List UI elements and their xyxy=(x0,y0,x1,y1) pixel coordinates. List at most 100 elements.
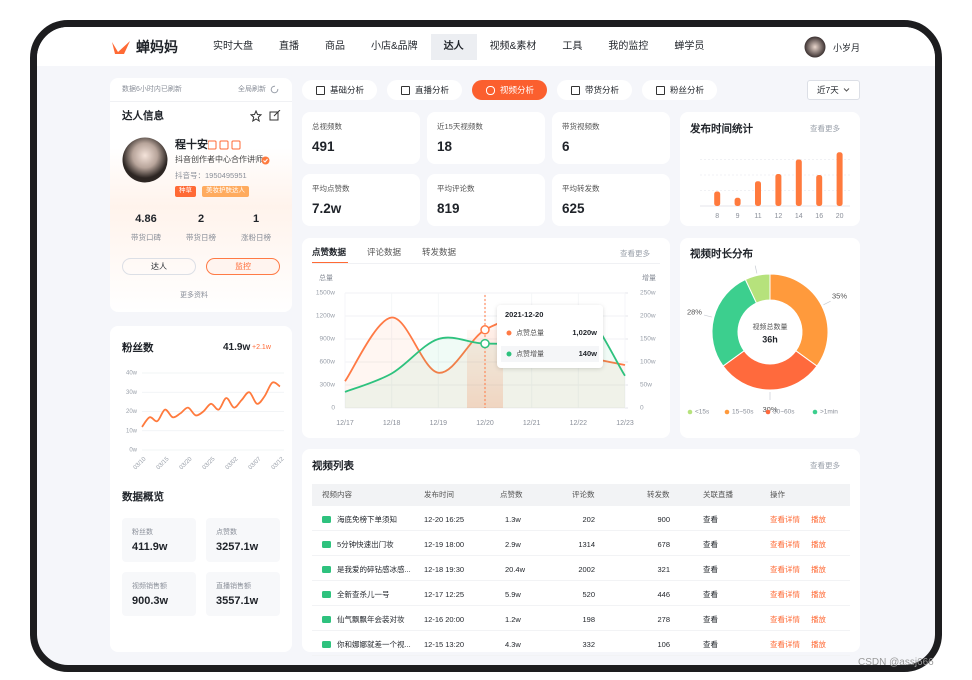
hover-point xyxy=(480,338,490,349)
cell-live[interactable]: 查看 xyxy=(703,565,718,574)
cell-title[interactable]: 仙气飘飘年会装对妆 xyxy=(337,615,405,624)
x-tick-label: 20 xyxy=(836,213,844,220)
profile-title: 达人信息 xyxy=(122,110,164,122)
x-tick-label: 8 xyxy=(715,213,719,220)
nav-item[interactable]: 视频&素材 xyxy=(489,41,537,52)
cell-likes: 20.4w xyxy=(505,565,526,574)
cell-live[interactable]: 查看 xyxy=(703,515,718,524)
action-play[interactable]: 播放 xyxy=(811,640,826,649)
nav-item[interactable]: 达人 xyxy=(430,34,477,60)
y-tick-label: 40w xyxy=(126,371,138,377)
y-axis-label: 总量 xyxy=(319,273,333,282)
nav-item[interactable]: 商品 xyxy=(325,41,345,52)
nav-item[interactable]: 工具 xyxy=(562,41,583,52)
y2-tick-label: 50w xyxy=(640,382,652,389)
action-detail[interactable]: 查看详情 xyxy=(770,590,800,599)
profile-icons[interactable] xyxy=(250,110,282,122)
fans-chart: 0w 10w 20w 30w 40w 03/10 03/15 03/20 03/25 03/02 0… xyxy=(126,371,286,472)
table-header-cell: 视频内容 xyxy=(322,490,352,499)
likes-tab[interactable]: 点赞数据 xyxy=(312,247,347,257)
analysis-tab[interactable]: 粉丝分析 xyxy=(642,80,717,100)
profile-account: 抖音号：1950495951 xyxy=(175,171,247,180)
action-detail[interactable]: 查看详情 xyxy=(770,615,800,624)
bar xyxy=(795,159,802,206)
bar xyxy=(816,175,823,206)
cell-comments: 1314 xyxy=(578,540,595,549)
button[interactable]: 监控 xyxy=(206,258,280,275)
cell-title[interactable]: 全新查杀儿一号 xyxy=(337,590,390,599)
y-tick-label: 20w xyxy=(126,409,138,415)
row-divider xyxy=(312,530,850,531)
tooltip-value: 1,020w xyxy=(572,328,597,337)
user-avatar[interactable] xyxy=(804,36,826,58)
kpi-label: 近15天视频数 xyxy=(437,122,483,131)
analysis-tab[interactable]: 直播分析 xyxy=(387,80,462,100)
nav-item[interactable]: 蝉学员 xyxy=(674,41,705,52)
cell-live[interactable]: 查看 xyxy=(703,640,718,649)
likes-tab[interactable]: 评论数据 xyxy=(367,247,402,257)
publish-chart: 8 9 11 12 14 16 20 xyxy=(700,152,850,220)
legend-label: <15s xyxy=(695,409,710,416)
bar xyxy=(836,152,843,206)
x-tick-label: 16 xyxy=(815,213,823,220)
range-select[interactable]: 近7天 xyxy=(807,80,860,100)
verified-icon xyxy=(261,156,270,165)
cell-title[interactable]: 你和娜娜就差一个视... xyxy=(337,640,411,649)
x-tick-label: 03/15 xyxy=(156,456,171,471)
watermark: CSDN @assj666 xyxy=(858,657,934,668)
more-link[interactable]: 查看更多 xyxy=(810,124,840,133)
overview-label: 粉丝数 xyxy=(132,529,153,536)
y2-tick-label: 150w xyxy=(640,336,656,343)
button[interactable]: 达人 xyxy=(122,258,196,275)
action-detail[interactable]: 查看详情 xyxy=(770,640,800,649)
nav-item[interactable]: 我的监控 xyxy=(608,41,649,52)
analysis-tab[interactable]: 带货分析 xyxy=(557,80,632,100)
kpi-label: 平均转发数 xyxy=(562,184,600,193)
action-play[interactable]: 播放 xyxy=(811,590,826,599)
y-tick-label: 1500w xyxy=(316,290,335,297)
y-tick-label: 300w xyxy=(319,382,335,389)
cell-time: 12-20 16:25 xyxy=(424,515,465,524)
cell-title[interactable]: 5分钟快速出门妆 xyxy=(337,540,394,549)
nav-item[interactable]: 直播 xyxy=(279,41,299,52)
refresh-icon[interactable] xyxy=(270,85,279,94)
more-link[interactable]: 查看更多 xyxy=(810,461,840,470)
analysis-tab[interactable]: 基础分析 xyxy=(302,80,377,100)
likes-tab[interactable]: 转发数据 xyxy=(422,247,457,257)
action-play[interactable]: 播放 xyxy=(811,615,826,624)
more-link[interactable]: 查看更多 xyxy=(620,249,650,258)
video-icon xyxy=(322,541,331,548)
action-play[interactable]: 播放 xyxy=(811,515,826,524)
cell-live[interactable]: 查看 xyxy=(703,615,718,624)
more-info[interactable]: 更多资料 xyxy=(180,292,208,299)
cell-likes: 5.9w xyxy=(505,590,521,599)
center-label: 视频总数量 xyxy=(753,322,788,331)
refresh-button[interactable]: 全局刷新 xyxy=(238,86,266,93)
leader-line xyxy=(754,265,758,274)
x-tick-label: 12/21 xyxy=(523,420,541,427)
action-detail[interactable]: 查看详情 xyxy=(770,540,800,549)
cell-time: 12-15 13:20 xyxy=(424,640,465,649)
cell-live[interactable]: 查看 xyxy=(703,590,718,599)
kpi-card xyxy=(302,174,420,226)
nav-item[interactable]: 实时大盘 xyxy=(213,41,253,52)
cell-shares: 678 xyxy=(657,540,670,549)
kpi-card xyxy=(427,112,545,164)
action-detail[interactable]: 查看详情 xyxy=(770,565,800,574)
nav-item[interactable]: 小店&品牌 xyxy=(371,41,418,52)
kpi-label: 平均点赞数 xyxy=(312,184,350,193)
user-name[interactable]: 小岁月 xyxy=(833,43,861,53)
action-play[interactable]: 播放 xyxy=(811,565,826,574)
cell-title[interactable]: 是我爱的碎钻感冰感... xyxy=(337,565,411,574)
tab-icon xyxy=(656,86,665,95)
kpi-value: 18 xyxy=(437,139,453,154)
cell-live[interactable]: 查看 xyxy=(703,540,718,549)
x-tick-label: 03/25 xyxy=(202,456,217,471)
action-play[interactable]: 播放 xyxy=(811,540,826,549)
analysis-tab[interactable]: 视频分析 xyxy=(472,80,547,100)
cell-title[interactable]: 海底免榜下单须知 xyxy=(337,515,397,524)
video-icon xyxy=(322,616,331,623)
action-detail[interactable]: 查看详情 xyxy=(770,515,800,524)
row-divider xyxy=(312,605,850,606)
